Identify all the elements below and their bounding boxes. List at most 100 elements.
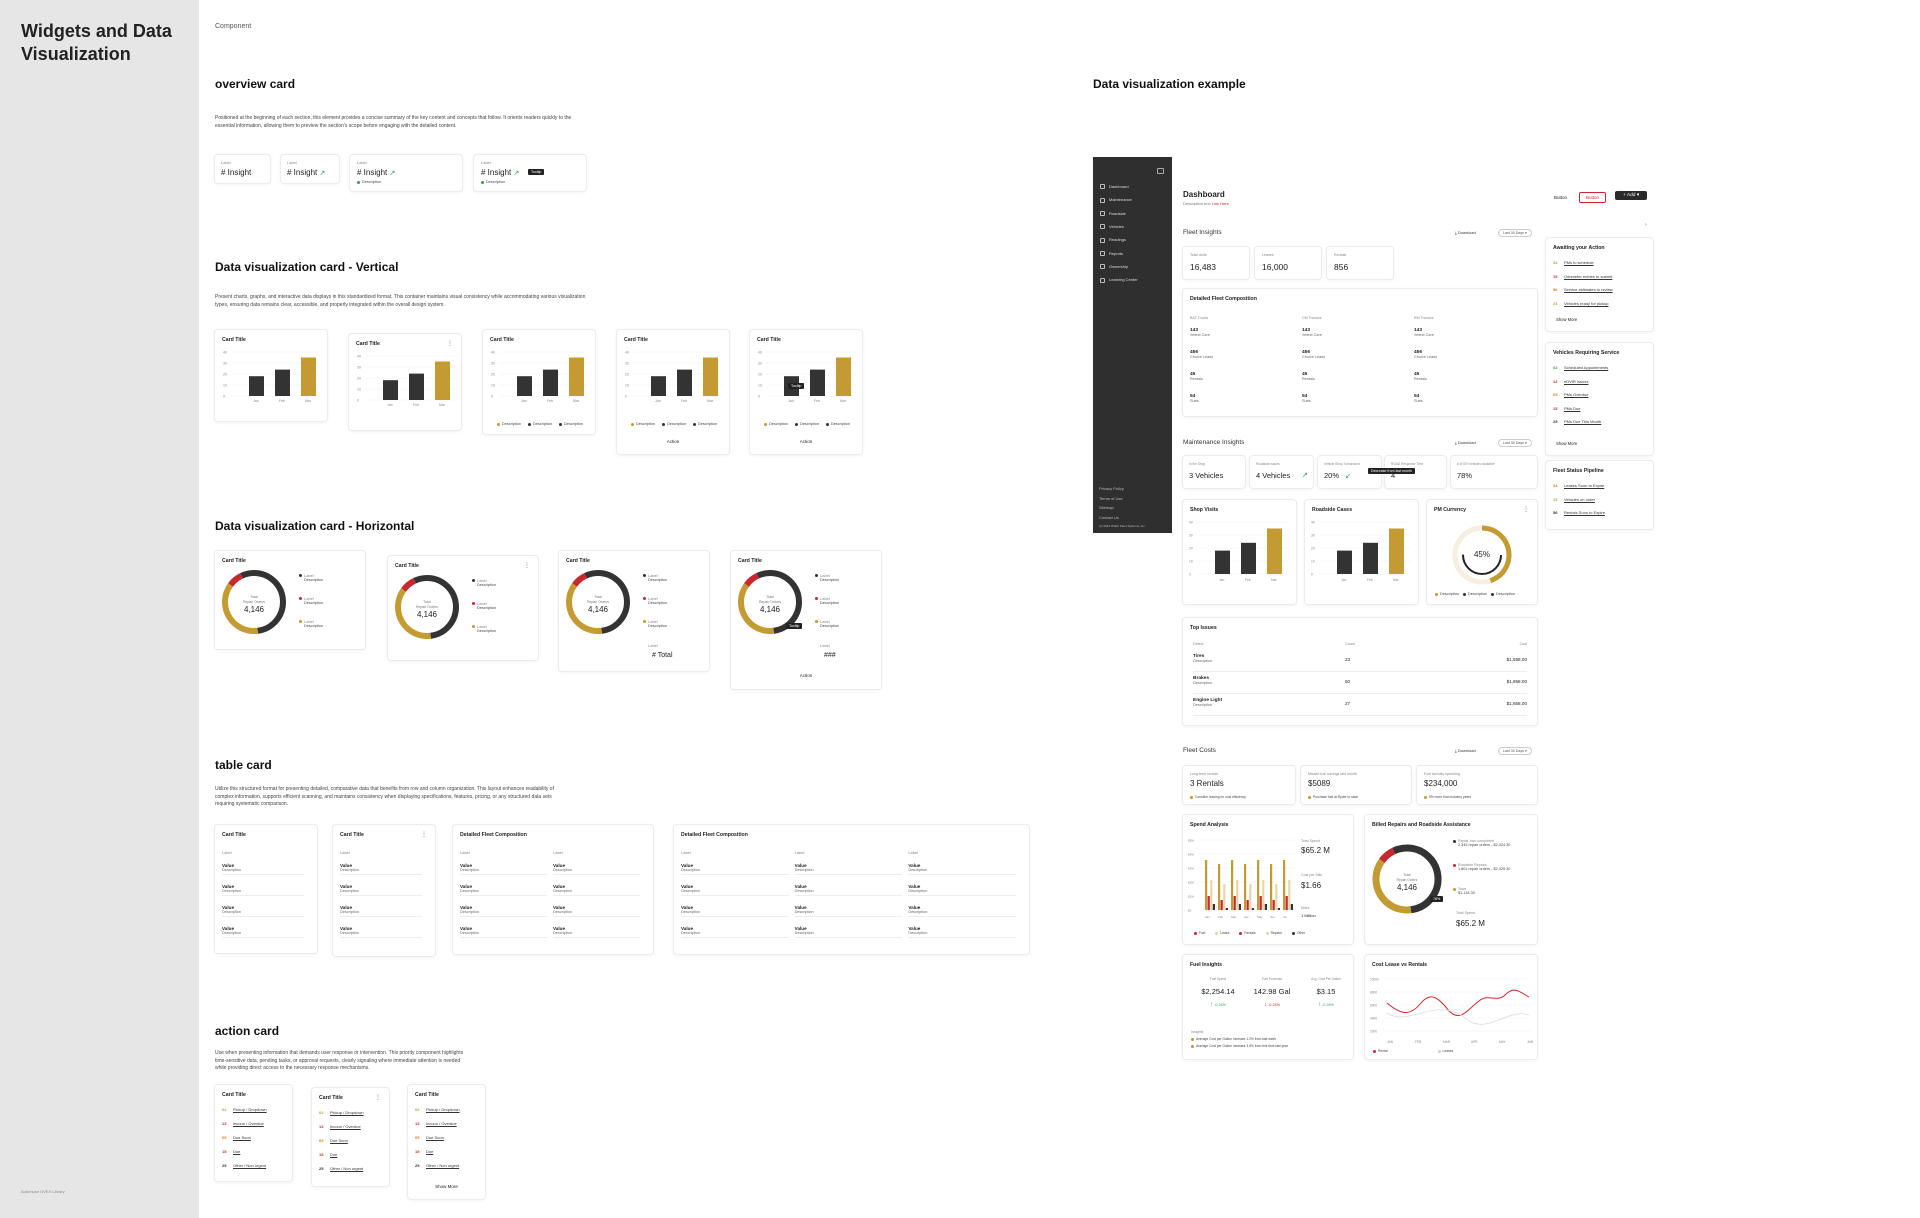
action-row[interactable]: 05 Due Soon xyxy=(415,1135,444,1140)
kpi-card[interactable]: # of ISH vehicles available 78% xyxy=(1451,456,1537,488)
nav-item[interactable]: Roadside xyxy=(1100,211,1126,217)
vertical-chart-card[interactable]: Card Title ⋮ 40 30 20 10 0 Jan Feb Mar xyxy=(349,334,461,430)
table-card[interactable]: Detailed Fleet Composition Label Value Desc… xyxy=(674,825,1029,954)
chevron-right-icon[interactable]: › xyxy=(1645,222,1647,228)
action-row[interactable]: 15 Due xyxy=(222,1149,240,1154)
panel-row[interactable]: 34 Leases Soon to Expire xyxy=(1553,483,1604,488)
panel-row[interactable]: 15 PMs Due xyxy=(1553,406,1580,411)
show-more-button[interactable]: Show More xyxy=(1556,317,1578,322)
fuel-insights-card[interactable]: Fuel Insights Fuel Spend $2,254.14 ↑ -0.24%… xyxy=(1183,955,1353,1059)
horizontal-chart-card[interactable]: Card Title Total Repair Orders 4,146 Labe… xyxy=(215,551,365,649)
vertical-chart-card[interactable]: Card Title 40 30 20 10 0 Jan Feb Mar Description D… xyxy=(483,330,595,434)
show-more-button[interactable]: Show More xyxy=(1556,441,1578,446)
panel-row[interactable]: 23 Vehicles ready for pickup xyxy=(1553,301,1608,306)
download-button[interactable]: ⤓ Download xyxy=(1455,230,1476,235)
panel-row[interactable]: 56 Rentals Soon to Expire xyxy=(1553,510,1605,515)
action-row[interactable]: 25 Other / Non urgent xyxy=(415,1163,459,1168)
horizontal-chart-card[interactable]: Card Title Total Repair Orders 4,146 Labe… xyxy=(731,551,881,689)
kpi-card[interactable]: In the Shop 3 Vehicles xyxy=(1183,456,1245,488)
action-row[interactable]: 13 Incoun / Overdue xyxy=(319,1124,361,1129)
footer-link[interactable]: Sitemap xyxy=(1099,505,1114,510)
card-action[interactable]: Action xyxy=(799,673,813,678)
awaiting-panel[interactable]: Awaiting your Action 34 PMs to schedule 15 O… xyxy=(1546,238,1653,331)
overview-card[interactable]: Label # Insight ↗ xyxy=(281,155,339,183)
range-select[interactable]: Last 30 Days ▾ xyxy=(1498,747,1532,755)
kpi-card[interactable]: Roadside Issues 4 Vehicles ↗ xyxy=(1250,456,1313,488)
panel-row[interactable]: 02 Scheduled Appointments xyxy=(1553,365,1608,370)
show-more-button[interactable]: Show More xyxy=(435,1184,458,1189)
header-button-outline[interactable]: Button xyxy=(1579,192,1607,203)
nav-item[interactable]: Dashboard xyxy=(1100,184,1129,190)
action-row[interactable]: 02 Pickup / Dropdown xyxy=(415,1107,460,1112)
action-row[interactable]: 02 Pickup / Dropdown xyxy=(222,1107,267,1112)
more-icon[interactable]: ⋮ xyxy=(524,563,530,569)
overview-card[interactable]: Label # Insight xyxy=(215,155,270,183)
issue-row[interactable]: Tires Description 23 $1,658.00 xyxy=(1193,654,1527,672)
panel-row[interactable]: 12 eDVIR Issues xyxy=(1553,379,1588,384)
dashboard-link[interactable]: Link Here xyxy=(1211,201,1229,206)
pm-currency-card[interactable]: PM Currency ⋮ 45% Description Description D… xyxy=(1427,500,1537,604)
more-icon[interactable]: ⋮ xyxy=(1523,507,1529,513)
footer-link[interactable]: Contact Us xyxy=(1099,514,1119,520)
download-button[interactable]: ⤓ Download xyxy=(1455,748,1476,753)
nav-item[interactable]: Learning Center xyxy=(1100,277,1138,283)
panel-row[interactable]: 56 Service estimates to review xyxy=(1553,287,1613,292)
more-icon[interactable]: ⋮ xyxy=(447,341,453,347)
action-card[interactable]: Card Title ⋮ 02 Pickup / Dropdown 13 Incoun /… xyxy=(312,1088,389,1186)
bar-chart-card[interactable]: Shop Visits 40 30 20 10 0 Jan Feb Mar xyxy=(1183,500,1296,604)
panel-row[interactable]: 34 PMs to schedule xyxy=(1553,260,1594,265)
kpi-card[interactable]: Rentals 856 xyxy=(1327,247,1393,279)
panel-row[interactable]: 25 PMs Due This Month xyxy=(1553,419,1601,424)
kpi-card[interactable]: Total Units 16,483 xyxy=(1183,247,1249,279)
more-icon[interactable]: ⋮ xyxy=(421,832,427,838)
spend-analysis-card[interactable]: Spend Analysis $5M $4M $3M $2M $1M $0 Jan Feb Mar… xyxy=(1183,815,1353,944)
collapse-icon[interactable] xyxy=(1157,168,1164,174)
cost-lease-rentals-card[interactable]: Cost Lease vs Rentals 10000 8000 6000 4000 20… xyxy=(1365,955,1537,1059)
nav-item[interactable]: Reports xyxy=(1100,251,1123,256)
action-card[interactable]: Card Title 02 Pickup / Dropdown 13 Incoun / … xyxy=(215,1085,292,1181)
bar-chart-card[interactable]: Roadside Cases 40 30 20 10 0 Jan Feb Mar xyxy=(1305,500,1418,604)
cost-kpi-card[interactable]: Missed fuel savings last month $5089 Purch… xyxy=(1301,766,1411,804)
action-row[interactable]: 02 Pickup / Dropdown xyxy=(319,1110,364,1115)
issue-row[interactable]: Brakes Description 50 $1,658.00 xyxy=(1193,676,1527,694)
nav-item[interactable]: Maintenance xyxy=(1100,197,1132,203)
action-row[interactable]: 15 Due xyxy=(415,1149,433,1154)
fleet-composition-card[interactable]: Detailed Fleet Composition BAT Trucks 143 S… xyxy=(1183,289,1537,416)
service-panel[interactable]: Vehicles Requiring Service 02 Scheduled Ap… xyxy=(1546,343,1653,455)
footer-link[interactable]: Privacy Policy xyxy=(1099,486,1124,491)
nav-item[interactable]: Vehicles xyxy=(1100,224,1124,230)
table-card[interactable]: Card Title ⋮ Label Value Description Value Des… xyxy=(333,825,435,956)
action-row[interactable]: 05 Due Soon xyxy=(319,1138,348,1143)
panel-row[interactable]: 05 PMs Overdue xyxy=(1553,392,1588,397)
vertical-chart-card[interactable]: Card Title 40 30 20 10 0 Jan Feb Mar xyxy=(215,330,327,421)
add-button[interactable]: + Add ▾ xyxy=(1615,191,1648,200)
card-action[interactable]: Action xyxy=(799,439,813,444)
overview-card[interactable]: Label # Insight ↗ Tooltip Description xyxy=(474,155,586,191)
action-row[interactable]: 15 Due xyxy=(319,1152,337,1157)
table-card[interactable]: Detailed Fleet Composition Label Value Desc… xyxy=(453,825,653,954)
cost-kpi-card[interactable]: Fuel tax/ulity spending $234,000 5% more t… xyxy=(1417,766,1537,804)
action-row[interactable]: 13 Incoun / Overdue xyxy=(415,1121,457,1126)
nav-item[interactable]: Readings xyxy=(1100,237,1126,243)
cost-kpi-card[interactable]: Long term rentals 3 Rentals Consider leasi… xyxy=(1183,766,1295,804)
top-issues-card[interactable]: Top Issues Defect Count Cost Tires Descrip… xyxy=(1183,618,1537,725)
panel-row[interactable]: 15 Vehicles on order xyxy=(1553,497,1595,502)
action-row[interactable]: 13 Incoun / Overdue xyxy=(222,1121,264,1126)
header-button[interactable]: Button xyxy=(1554,195,1568,200)
action-card[interactable]: Card Title 02 Pickup / Dropdown 13 Incoun / … xyxy=(408,1085,485,1199)
kpi-card[interactable]: Leases 16,000 xyxy=(1255,247,1321,279)
nav-item[interactable]: Ownership xyxy=(1100,264,1128,270)
billed-repairs-card[interactable]: Billed Repairs and Roadside Assistance T… xyxy=(1365,815,1537,944)
horizontal-chart-card[interactable]: Card Title ⋮ Total Repair Orders 4,146 Lab… xyxy=(388,556,538,660)
overview-card[interactable]: Label # Insight ↗ Description xyxy=(350,155,462,191)
pipeline-panel[interactable]: Fleet Status Pipeline 34 Leases Soon to Ex… xyxy=(1546,461,1653,529)
action-row[interactable]: 05 Due Soon xyxy=(222,1135,251,1140)
vertical-chart-card[interactable]: Card Title 40 30 20 10 0 Jan Feb Mar Description D… xyxy=(750,330,862,454)
range-select[interactable]: Last 30 Days ▾ xyxy=(1498,229,1532,237)
vertical-chart-card[interactable]: Card Title 40 30 20 10 0 Jan Feb Mar Description D… xyxy=(617,330,729,454)
action-row[interactable]: 25 Other / Non urgent xyxy=(222,1163,266,1168)
table-card[interactable]: Card Title Label Value Description Value Desc… xyxy=(215,825,317,953)
footer-link[interactable]: Terms of Use xyxy=(1099,495,1123,501)
issue-row[interactable]: Engine Light Description 27 $1,658.00 xyxy=(1193,698,1527,716)
horizontal-chart-card[interactable]: Card Title Total Repair Orders 4,146 Labe… xyxy=(559,551,709,671)
